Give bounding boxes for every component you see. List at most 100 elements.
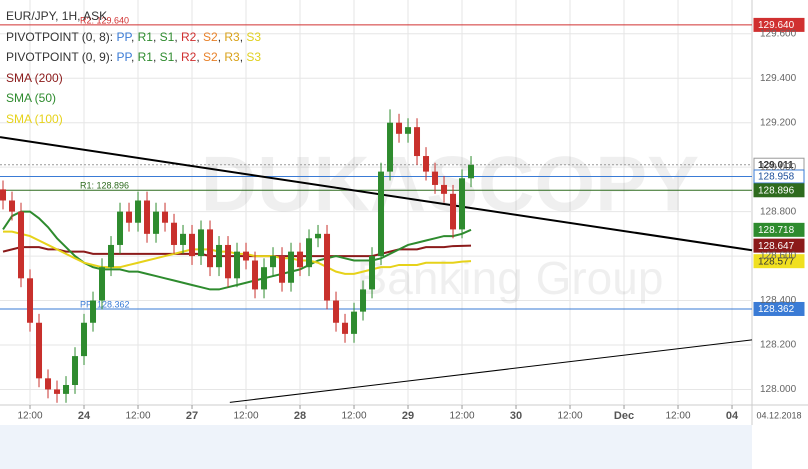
- x-tick-label: 12:00: [558, 411, 583, 422]
- legend-part: PP: [116, 50, 131, 64]
- candle-body: [243, 251, 250, 261]
- level-box: [753, 222, 805, 237]
- watermark: DUKASCOPY: [201, 140, 699, 228]
- candle-body: [288, 251, 295, 283]
- candle-body: [63, 384, 70, 394]
- level-label: 128.718: [758, 225, 795, 236]
- candle-body: [18, 211, 25, 279]
- date-label: 04.12.2018: [756, 410, 801, 420]
- x-tick-label: 04: [726, 410, 739, 422]
- x-tick-label: 12:00: [234, 411, 259, 422]
- candle-body: [405, 127, 412, 134]
- level-box: [753, 17, 805, 32]
- candle-body: [225, 244, 232, 279]
- level-box: [753, 254, 805, 269]
- candle-body: [342, 322, 349, 334]
- x-tick-label: 28: [294, 410, 306, 422]
- candle-body: [162, 211, 169, 223]
- candle-body: [351, 311, 358, 334]
- level-box: [753, 169, 805, 184]
- navigator: [0, 425, 752, 469]
- candle-body: [198, 229, 205, 257]
- candle-body: [297, 251, 304, 268]
- legend-part: S2: [203, 29, 218, 44]
- legend-prefix: PIVOTPOINT (0, 8):: [6, 29, 114, 44]
- candle-body: [441, 184, 448, 194]
- level-label: 128.647: [758, 241, 795, 252]
- candle-body: [144, 200, 151, 234]
- y-tick-label: 128.000: [760, 384, 797, 395]
- candle-body: [414, 127, 421, 157]
- candle-body: [387, 122, 394, 172]
- candle-body: [90, 300, 97, 323]
- y-tick-label: 128.400: [760, 295, 797, 306]
- candle-body: [153, 211, 160, 234]
- legend-entry: SMA (50): [6, 91, 57, 105]
- legend-row: PIVOTPOINT (0, 8): PP, R1, S1, R2, S2, R…: [6, 29, 262, 44]
- candle-body: [171, 222, 178, 245]
- candle-body: [396, 122, 403, 134]
- candle-body: [99, 267, 106, 301]
- y-tick-label: 128.800: [760, 206, 797, 217]
- candle-body: [216, 244, 223, 268]
- level-label: 128.958: [758, 172, 795, 183]
- level-tag: R2: 129.640: [80, 15, 129, 25]
- legend-part: R2: [181, 50, 197, 64]
- candle-body: [423, 156, 430, 172]
- candle-body: [360, 289, 367, 312]
- candle-body: [117, 211, 124, 245]
- candle-body: [468, 164, 475, 179]
- candle-body: [378, 171, 385, 257]
- y-tick-label: 129.000: [760, 162, 797, 173]
- x-tick-label: 30: [510, 410, 522, 422]
- watermark: Banking Group: [357, 252, 664, 304]
- candle-body: [189, 233, 196, 257]
- legend-entry: SMA (100): [6, 111, 63, 126]
- candle-body: [324, 233, 331, 301]
- legend-row: PIVOTPOINT (0, 9): PP, R1, S1, R2, S2, R…: [6, 50, 262, 64]
- y-tick-label: 128.200: [760, 340, 797, 351]
- candle-body: [306, 238, 313, 268]
- candle-body: [279, 256, 286, 283]
- candle-body: [72, 356, 79, 385]
- candle-body: [135, 200, 142, 223]
- candle-body: [261, 267, 268, 290]
- candle-body: [369, 256, 376, 290]
- candle-body: [45, 378, 52, 390]
- candle-body: [9, 200, 16, 212]
- level-box: [753, 301, 805, 316]
- candle-body: [315, 233, 322, 239]
- level-box: [753, 183, 805, 198]
- x-tick-label: 12:00: [342, 411, 367, 422]
- x-tick-label: 24: [78, 410, 91, 422]
- y-tick-label: 129.200: [760, 117, 797, 128]
- level-tag: PP: 128.362: [80, 299, 130, 309]
- candle-body: [207, 229, 214, 268]
- candle-body: [126, 211, 133, 223]
- x-tick-label: 12:00: [450, 411, 475, 422]
- legend-part: PP: [116, 29, 131, 44]
- legend-part: S3: [246, 50, 262, 64]
- candle-body: [450, 193, 457, 230]
- candle-body: [27, 278, 34, 323]
- level-label: 128.896: [758, 185, 795, 196]
- legend-part: S2: [203, 50, 218, 64]
- legend-part: R1: [137, 50, 153, 64]
- candle-body: [108, 244, 115, 268]
- legend-part: R1: [137, 29, 153, 44]
- candle-body: [234, 251, 241, 279]
- y-tick-label: 129.400: [760, 73, 797, 84]
- candle-body: [36, 322, 43, 379]
- x-tick-label: 27: [186, 410, 198, 422]
- level-label: 128.362: [758, 304, 795, 315]
- trendline: [229, 339, 753, 403]
- level-label: 129.640: [758, 20, 795, 31]
- y-tick-label: 129.600: [760, 28, 797, 39]
- y-tick-label: 128.600: [760, 251, 797, 262]
- legend-part: S3: [246, 29, 262, 44]
- level-label: 128.577: [758, 256, 795, 267]
- legend-part: R2: [181, 29, 197, 44]
- legend-part: R3: [224, 50, 240, 64]
